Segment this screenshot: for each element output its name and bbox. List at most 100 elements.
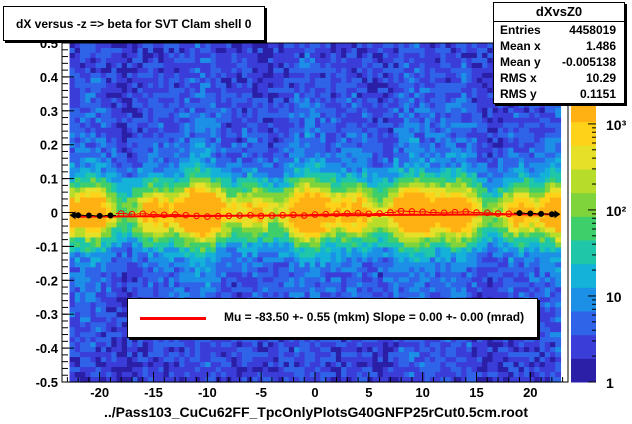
heatmap-cell (241, 172, 248, 179)
heatmap-cell (121, 262, 128, 268)
heatmap-cell (200, 367, 206, 373)
heatmap-cell (236, 192, 243, 199)
heatmap-cell (341, 117, 347, 124)
heatmap-cell (341, 62, 347, 69)
heatmap-cell (231, 152, 238, 159)
heatmap-cell (335, 282, 342, 288)
heatmap-cell (241, 187, 248, 194)
heatmap-cell (388, 222, 394, 229)
heatmap-cell (85, 52, 92, 59)
heatmap-cell (299, 352, 306, 358)
heatmap-cell (111, 192, 118, 199)
heatmap-cell (330, 167, 337, 174)
heatmap-cell (262, 92, 269, 99)
heatmap-cell (273, 372, 280, 378)
heatmap-cell (440, 167, 447, 174)
heatmap-cell (341, 72, 347, 79)
heatmap-cell (226, 282, 233, 288)
heatmap-cell (440, 357, 447, 363)
heatmap-cell (179, 217, 186, 224)
heatmap-cell (346, 102, 353, 109)
heatmap-cell (252, 282, 259, 288)
heatmap-cell (79, 62, 86, 69)
heatmap-cell (393, 282, 400, 288)
heatmap-cell (241, 72, 248, 79)
heatmap-cell (414, 122, 421, 129)
heatmap-cell (288, 217, 295, 224)
heatmap-cell (85, 352, 92, 358)
heatmap-cell (351, 97, 358, 104)
heatmap-cell (435, 77, 441, 84)
heatmap-cell (419, 52, 426, 59)
heatmap-cell (184, 267, 191, 273)
heatmap-cell (351, 372, 358, 378)
heatmap-cell (320, 217, 327, 224)
heatmap-cell (309, 227, 316, 234)
heatmap-cell (403, 172, 410, 179)
heatmap-cell (111, 332, 118, 338)
heatmap-cell (158, 167, 165, 174)
heatmap-cell (74, 167, 81, 174)
heatmap-cell (247, 187, 253, 194)
heatmap-cell (220, 287, 227, 293)
heatmap-cell (283, 177, 290, 184)
heatmap-cell (372, 217, 379, 224)
heatmap-cell (429, 137, 436, 144)
heatmap-cell (299, 82, 306, 89)
heatmap-cell (210, 372, 217, 378)
heatmap-cell (163, 177, 170, 184)
heatmap-cell (309, 192, 316, 199)
heatmap-cell (299, 377, 306, 383)
heatmap-cell (288, 292, 295, 298)
heatmap-cell (367, 112, 374, 119)
heatmap-cell (382, 342, 389, 348)
heatmap-cell (126, 352, 133, 358)
heatmap-cell (367, 202, 374, 209)
heatmap-cell (309, 142, 316, 149)
heatmap-cell (69, 147, 76, 154)
heatmap-cell (74, 217, 81, 224)
heatmap-cell (79, 87, 86, 94)
heatmap-cell (403, 357, 410, 363)
heatmap-cell (226, 107, 233, 114)
heatmap-cell (398, 172, 405, 179)
heatmap-cell (283, 337, 290, 343)
heatmap-cell (74, 197, 81, 204)
heatmap-cell (168, 252, 175, 258)
heatmap-cell (194, 132, 201, 139)
heatmap-cell (304, 282, 311, 288)
heatmap-cell (100, 222, 107, 229)
heatmap-cell (403, 362, 410, 368)
heatmap-cell (79, 247, 86, 253)
heatmap-cell (210, 257, 217, 263)
heatmap-cell (393, 357, 400, 363)
heatmap-cell (137, 247, 144, 253)
heatmap-cell (419, 337, 426, 343)
heatmap-cell (320, 202, 327, 209)
heatmap-cell (283, 162, 290, 169)
heatmap-cell (95, 207, 102, 214)
heatmap-cell (100, 212, 107, 219)
heatmap-cell (137, 182, 144, 189)
heatmap-cell (236, 187, 243, 194)
heatmap-cell (320, 352, 327, 358)
heatmap-cell (116, 197, 123, 204)
heatmap-cell (74, 242, 81, 248)
heatmap-cell (90, 147, 97, 154)
heatmap-cell (179, 277, 186, 283)
heatmap-cell (205, 217, 212, 224)
heatmap-cell (325, 172, 332, 179)
heatmap-cell (419, 102, 426, 109)
heatmap-cell (445, 367, 452, 373)
heatmap-cell (252, 367, 259, 373)
heatmap-cell (231, 77, 238, 84)
heatmap-cell (215, 52, 222, 59)
heatmap-cell (95, 322, 102, 328)
heatmap-cell (173, 337, 180, 343)
heatmap-cell (147, 207, 154, 214)
heatmap-cell (299, 242, 306, 248)
heatmap-cell (315, 147, 321, 154)
heatmap-cell (137, 82, 144, 89)
heatmap-cell (153, 92, 159, 99)
heatmap-cell (304, 347, 311, 353)
